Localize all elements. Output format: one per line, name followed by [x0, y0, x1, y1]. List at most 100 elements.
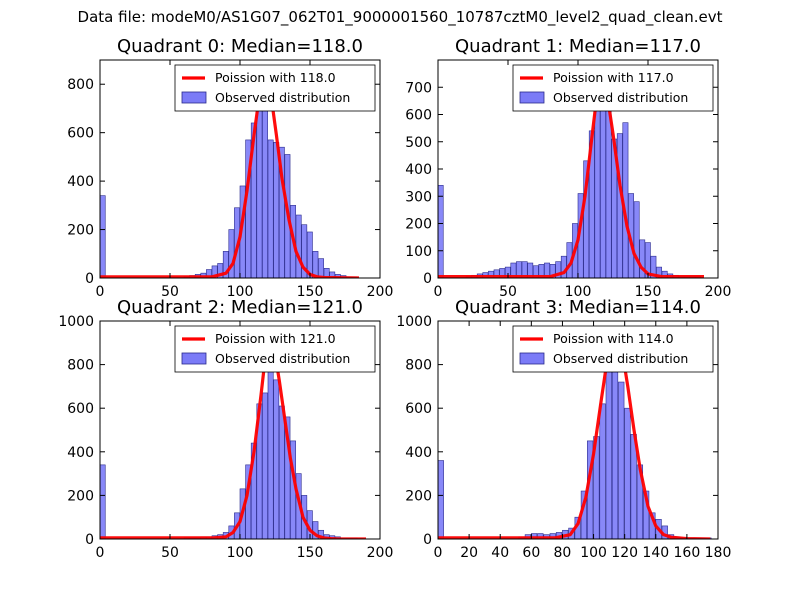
- histogram-bar: [273, 142, 280, 278]
- x-tick-label: 100: [227, 284, 254, 300]
- histogram-bar: [100, 464, 106, 539]
- y-tick-label: 200: [67, 223, 94, 239]
- legend: Poission with 117.0 Observed distribution: [512, 64, 714, 112]
- legend-observed-swatch: [519, 91, 545, 104]
- histogram-bar: [624, 407, 631, 539]
- histogram-bar: [656, 266, 662, 278]
- legend-observed-label: Observed distribution: [215, 351, 350, 366]
- legend-poisson-label: Poission with 121.0: [215, 331, 336, 346]
- y-tick-label: 1000: [396, 314, 432, 330]
- legend-observed-label: Observed distribution: [553, 351, 688, 366]
- y-tick-label: 1000: [58, 314, 94, 330]
- histogram-bar: [504, 266, 511, 278]
- x-tick-label: 40: [491, 545, 509, 561]
- histogram-bars: [100, 91, 358, 278]
- y-tick-label: 0: [423, 271, 432, 287]
- legend-poisson-label: Poission with 114.0: [553, 331, 674, 346]
- histogram-bar: [262, 392, 268, 539]
- y-tick-label: 200: [405, 488, 432, 504]
- legend-poisson-label: Poission with 118.0: [215, 70, 336, 85]
- histogram-bar: [583, 160, 590, 278]
- y-tick-label: 600: [67, 126, 94, 142]
- histogram-bar: [323, 268, 330, 278]
- histogram-bar: [661, 270, 668, 278]
- x-tick-label: 20: [460, 545, 478, 561]
- legend-poisson-label: Poission with 117.0: [553, 70, 674, 85]
- legend-box: [174, 325, 376, 373]
- panel-title: Quadrant 1: Median=117.0: [455, 36, 701, 57]
- y-tick-label: 400: [67, 445, 94, 461]
- y-tick-label: 400: [405, 445, 432, 461]
- histogram-bar: [611, 353, 619, 539]
- y-tick-label: 600: [67, 401, 94, 417]
- y-tick-label: 200: [67, 488, 94, 504]
- y-tick-label: 300: [405, 189, 432, 205]
- legend-observed-label: Observed distribution: [215, 90, 350, 105]
- histogram-bar: [594, 97, 601, 278]
- histogram-bar: [306, 231, 313, 278]
- legend-box: [174, 64, 376, 112]
- x-tick-label: 150: [297, 284, 324, 300]
- y-tick-label: 0: [85, 532, 94, 548]
- histogram-bar: [267, 139, 274, 278]
- y-tick-label: 100: [405, 244, 432, 260]
- histogram-bar: [273, 379, 280, 539]
- legend-observed-swatch: [181, 352, 207, 365]
- histogram-bar: [616, 133, 623, 278]
- x-tick-label: 80: [554, 545, 572, 561]
- y-tick-label: 800: [67, 358, 94, 374]
- chart-panel-quadrant-2: Quadrant 2: Median=121.0 0 50 100 150 200 0 200…: [58, 297, 393, 561]
- chart-panel-quadrant-0: Quadrant 0: Median=118.0 0 50 100 150 200 0 200…: [67, 36, 393, 300]
- y-tick-label: 800: [67, 77, 94, 93]
- x-tick-label: 180: [705, 545, 732, 561]
- histogram-bar: [312, 251, 319, 278]
- x-tick-label: 100: [580, 545, 607, 561]
- x-tick-label: 200: [705, 284, 732, 300]
- histogram-bar: [262, 98, 268, 278]
- x-tick-label: 120: [611, 545, 638, 561]
- histogram-bar: [222, 251, 229, 278]
- axes-frame: [437, 320, 719, 540]
- histogram-bar: [278, 405, 285, 539]
- y-tick-label: 600: [405, 401, 432, 417]
- histogram-bar: [618, 381, 625, 539]
- y-tick-label: 800: [405, 358, 432, 374]
- x-tick-label: 150: [297, 545, 324, 561]
- y-tick-label: 400: [67, 174, 94, 190]
- x-tick-label: 160: [674, 545, 701, 561]
- histogram-bar: [600, 86, 606, 278]
- histogram-bar: [538, 264, 545, 278]
- y-tick-label: 400: [405, 162, 432, 178]
- histogram-bar: [100, 195, 106, 278]
- histogram-bar: [295, 214, 302, 278]
- histogram-bar: [284, 416, 291, 539]
- histogram-bar: [537, 533, 544, 539]
- legend-observed-label: Observed distribution: [553, 90, 688, 105]
- legend: Poission with 121.0 Observed distribution: [174, 325, 376, 373]
- x-tick-label: 0: [96, 284, 105, 300]
- legend-observed-swatch: [181, 91, 207, 104]
- chart-panel-quadrant-1: Quadrant 1: Median=117.0 0 50 100 150 200 0 100…: [405, 36, 731, 300]
- histogram-bar: [532, 265, 539, 278]
- x-tick-label: 200: [367, 284, 394, 300]
- x-tick-label: 50: [161, 284, 179, 300]
- x-tick-label: 50: [499, 284, 517, 300]
- panel-title: Quadrant 3: Median=114.0: [455, 297, 701, 318]
- x-tick-label: 150: [635, 284, 662, 300]
- histogram-bar: [438, 185, 444, 278]
- legend: Poission with 114.0 Observed distribution: [512, 325, 714, 373]
- histogram-bar: [639, 239, 646, 278]
- x-tick-label: 100: [227, 545, 254, 561]
- y-tick-label: 0: [85, 271, 94, 287]
- legend-box: [512, 64, 714, 112]
- y-tick-label: 500: [405, 135, 432, 151]
- histogram-bar: [488, 270, 494, 278]
- x-tick-label: 0: [434, 284, 443, 300]
- x-tick-label: 0: [434, 545, 443, 561]
- legend-observed-swatch: [519, 352, 545, 365]
- x-tick-label: 200: [367, 545, 394, 561]
- legend: Poission with 118.0 Observed distribution: [174, 64, 376, 112]
- histogram-bar: [633, 201, 640, 278]
- histogram-bar: [605, 362, 612, 539]
- x-tick-label: 140: [642, 545, 669, 561]
